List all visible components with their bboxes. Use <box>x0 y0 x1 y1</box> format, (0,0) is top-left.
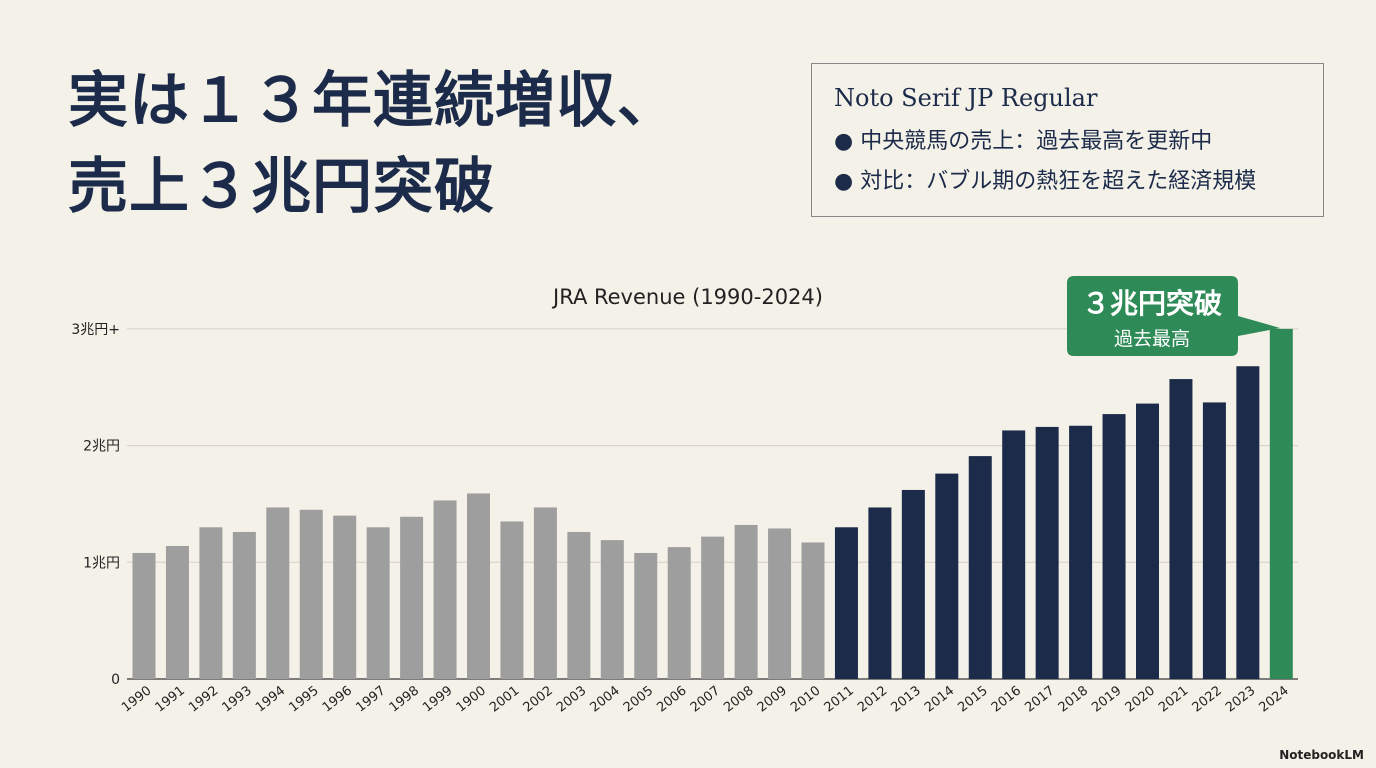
bar-1997 <box>366 527 390 679</box>
bar-2011 <box>834 527 858 679</box>
y-tick-label: 3兆円+ <box>71 322 120 338</box>
x-tick-label: 1998 <box>387 683 422 715</box>
x-tick-label: 2013 <box>888 683 923 715</box>
x-tick-label: 1999 <box>420 683 455 715</box>
notes-heading: Noto Serif JP Regular <box>834 84 1098 112</box>
bar-2006 <box>667 547 691 679</box>
x-tick-label: 2019 <box>1089 683 1124 715</box>
bar-2004 <box>600 540 624 679</box>
x-tick-label: 1994 <box>253 683 288 715</box>
x-tick-label: 2014 <box>922 683 957 715</box>
bar-2020 <box>1136 403 1159 679</box>
bar-2009 <box>768 528 792 679</box>
bar-1995 <box>299 509 323 679</box>
x-tick-label: 2008 <box>721 683 756 715</box>
x-tick-label: 1900 <box>454 683 489 715</box>
bar-1900 <box>467 493 490 679</box>
x-tick-label: 2020 <box>1123 683 1158 715</box>
headline-line1: 実は１３年連続増収、 <box>68 66 678 136</box>
x-tick-label: 1996 <box>320 683 355 715</box>
x-tick-label: 1992 <box>186 683 221 715</box>
bar-2007 <box>701 536 725 679</box>
bar-1990 <box>132 552 156 679</box>
y-tick-label: 1兆円 <box>83 555 120 571</box>
x-tick-label: 2004 <box>587 683 622 715</box>
x-tick-label: 2003 <box>554 683 589 715</box>
x-tick-label: 2012 <box>855 683 890 715</box>
x-tick-label: 2022 <box>1190 683 1225 715</box>
bar-2016 <box>1002 430 1026 679</box>
x-tick-label: 2005 <box>621 683 656 715</box>
notes-box: Noto Serif JP Regular 中央競馬の売上：過去最高を更新中 対… <box>811 63 1324 217</box>
bar-1993 <box>232 531 256 679</box>
bar-1999 <box>433 500 457 679</box>
x-tick-label: 2023 <box>1223 683 1258 715</box>
x-tick-label: 1991 <box>153 683 188 715</box>
x-tick-label: 1990 <box>119 683 154 715</box>
x-tick-label: 2007 <box>688 683 723 715</box>
x-tick-label: 2021 <box>1156 683 1191 715</box>
bar-2002 <box>533 507 557 679</box>
bar-2012 <box>868 507 892 679</box>
bar-2017 <box>1035 426 1059 679</box>
x-tick-label: 2006 <box>654 683 689 715</box>
x-tick-label: 1997 <box>353 683 388 715</box>
bar-2022 <box>1202 402 1226 679</box>
x-tick-label: 2016 <box>989 683 1024 715</box>
x-tick-label: 2017 <box>1022 683 1057 715</box>
bar-1998 <box>400 516 424 679</box>
notes-bullet: 中央競馬の売上：過去最高を更新中 <box>834 122 1301 162</box>
bar-2008 <box>734 524 758 679</box>
bar-2013 <box>901 489 925 679</box>
x-tick-label: 1995 <box>286 683 321 715</box>
bar-2021 <box>1169 379 1193 679</box>
bar-2003 <box>567 531 591 679</box>
bar-2024 <box>1269 328 1293 679</box>
bar-1996 <box>333 515 357 679</box>
bar-2001 <box>500 521 524 679</box>
x-tick-label: 2002 <box>521 683 556 715</box>
bar-2019 <box>1102 414 1126 679</box>
notes-bullet: 対比：バブル期の熱狂を超えた経済規模 <box>834 162 1301 202</box>
x-tick-label: 1993 <box>219 683 254 715</box>
bar-2015 <box>968 456 992 679</box>
x-tick-label: 2024 <box>1256 683 1291 715</box>
bar-1991 <box>165 545 189 679</box>
bar-2005 <box>634 552 658 679</box>
brand-logo: NotebookLM <box>1279 748 1364 762</box>
callout-subtitle: 過去最高 <box>1114 328 1190 350</box>
bar-1992 <box>199 527 223 679</box>
callout: ３兆円突破 過去最高 <box>1067 276 1280 356</box>
chart-title: JRA Revenue (1990-2024) <box>551 285 823 309</box>
x-tick-label: 2001 <box>487 683 522 715</box>
x-tick-label: 2015 <box>955 683 990 715</box>
x-tick-label: 2011 <box>822 683 857 715</box>
x-tick-label: 2010 <box>788 683 823 715</box>
bar-2023 <box>1236 366 1260 679</box>
x-tick-label: 2009 <box>755 683 790 715</box>
bar-2014 <box>935 473 959 679</box>
bar-2010 <box>801 542 825 679</box>
headline-line2: 売上３兆円突破 <box>68 152 495 222</box>
y-tick-label: 0 <box>111 672 120 688</box>
x-tick-label: 2018 <box>1056 683 1091 715</box>
y-tick-label: 2兆円 <box>83 439 120 455</box>
headline: 実は１３年連続増収、 売上３兆円突破 <box>68 58 678 230</box>
bar-1994 <box>266 507 290 679</box>
bar-2018 <box>1069 425 1093 679</box>
callout-title: ３兆円突破 <box>1082 287 1222 320</box>
